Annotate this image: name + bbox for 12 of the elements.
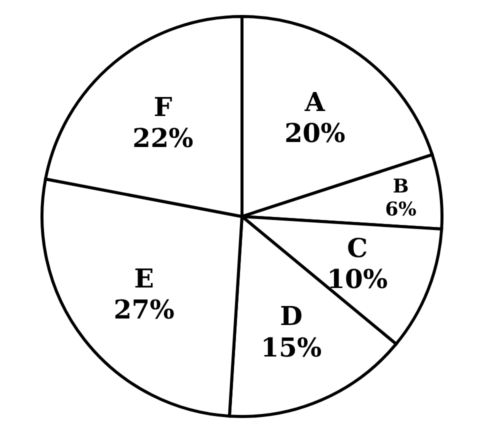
data-label: 20% — [284, 119, 346, 150]
data-label: 6% — [385, 198, 416, 220]
data-label: 15% — [260, 333, 322, 364]
data-label: 27% — [114, 296, 175, 326]
slice-label: D — [280, 302, 303, 332]
slice-label: C — [346, 234, 368, 264]
slice-label: F — [154, 92, 173, 123]
data-label: 10% — [326, 265, 388, 296]
slice-label: B — [392, 176, 409, 198]
slice-label: E — [134, 264, 154, 294]
slice-label: A — [304, 88, 326, 118]
data-label: 22% — [132, 124, 194, 154]
